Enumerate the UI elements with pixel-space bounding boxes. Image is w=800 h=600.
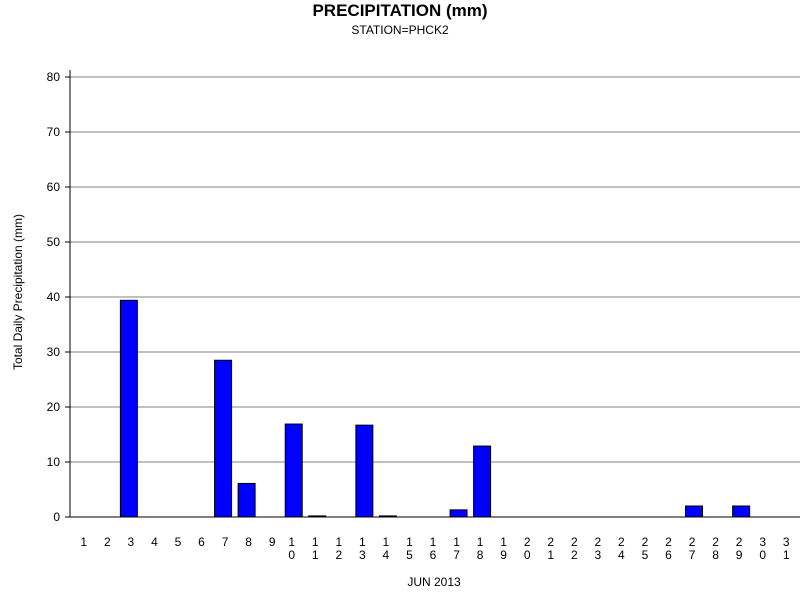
x-tick-label: 8 <box>245 535 252 549</box>
bar <box>732 505 751 518</box>
y-ticks: 0 10 20 30 40 50 60 70 80 <box>47 70 70 524</box>
bar <box>355 424 374 518</box>
y-tick-label: 30 <box>47 345 61 359</box>
y-tick-label: 0 <box>53 510 60 524</box>
x-tick-label: 3 <box>128 535 135 549</box>
x-tick-label: 1 <box>80 535 87 549</box>
bar <box>685 505 704 518</box>
axes <box>69 70 800 518</box>
x-axis-label: JUN 2013 <box>407 575 461 589</box>
bars <box>119 299 751 518</box>
chart-subtitle: STATION=PHCK2 <box>351 23 449 37</box>
y-tick-label: 70 <box>47 125 61 139</box>
x-tick-label: 6 <box>198 535 205 549</box>
bar <box>119 299 138 518</box>
x-tick-label: 5 <box>175 535 182 549</box>
y-tick-label: 20 <box>47 400 61 414</box>
x-tick-label: 7 <box>222 535 229 549</box>
bar <box>449 509 468 518</box>
x-tick-label: 2 <box>104 535 111 549</box>
y-tick-label: 80 <box>47 70 61 84</box>
x-tick-label: 4 <box>151 535 158 549</box>
chart-title: PRECIPITATION (mm) <box>312 1 488 20</box>
bar <box>473 445 492 518</box>
bar <box>237 482 256 518</box>
bar <box>284 423 303 518</box>
y-tick-label: 40 <box>47 290 61 304</box>
y-tick-label: 50 <box>47 235 61 249</box>
gridlines <box>70 76 800 463</box>
x-tick-label: 9 <box>269 535 276 549</box>
y-tick-label: 60 <box>47 180 61 194</box>
y-tick-label: 10 <box>47 455 61 469</box>
bar <box>214 359 233 518</box>
x-ticks: 1 2 3 4 5 6 7 8 9 1 01 11 21 31 41 51 61 71 81 92 02 12 22 32 42… <box>80 535 789 562</box>
